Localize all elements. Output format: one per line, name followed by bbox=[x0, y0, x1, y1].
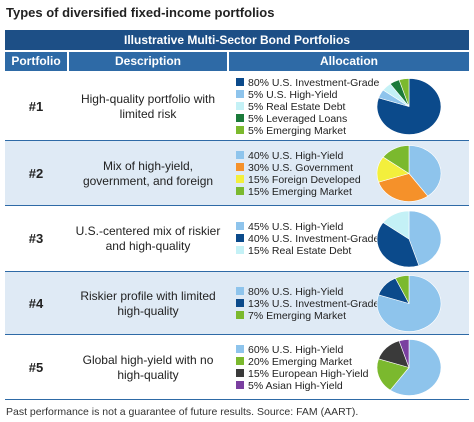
legend-swatch bbox=[236, 101, 244, 110]
legend-item: 15% Emerging Market bbox=[236, 186, 352, 198]
pie-slice bbox=[389, 339, 442, 396]
pie-slice bbox=[408, 210, 442, 266]
legend-swatch bbox=[236, 174, 244, 183]
legend-swatch bbox=[236, 162, 244, 171]
legend-swatch bbox=[236, 368, 244, 377]
pie-slice bbox=[408, 145, 442, 197]
legend-label: 13% U.S. Investment-Grade bbox=[248, 297, 380, 310]
legend-item: 15% Real Estate Debt bbox=[236, 245, 351, 257]
pie-slice bbox=[378, 173, 429, 202]
legend-swatch bbox=[236, 246, 244, 254]
legend-label: 5% Asian High-Yield bbox=[248, 379, 343, 392]
legend-swatch bbox=[236, 186, 244, 195]
legend-label: 40% U.S. High-Yield bbox=[248, 149, 344, 162]
legend-label: 5% U.S. High-Yield bbox=[248, 88, 338, 101]
legend-item: 40% U.S. Investment-Grade bbox=[236, 233, 379, 245]
legend-item: 40% U.S. High-Yield bbox=[236, 150, 343, 162]
legend-item: 15% Foreign Developed bbox=[236, 174, 361, 186]
legend-swatch bbox=[236, 356, 244, 365]
legend-label: 30% U.S. Government bbox=[248, 161, 354, 174]
legend-item: 5% Leveraged Loans bbox=[236, 113, 347, 125]
legend-item: 5% U.S. High-Yield bbox=[236, 89, 337, 101]
legend-item: 30% U.S. Government bbox=[236, 162, 353, 174]
pie-slice bbox=[398, 78, 410, 107]
legend-item: 7% Emerging Market bbox=[236, 310, 346, 322]
legend-swatch bbox=[236, 298, 244, 307]
pie-slice bbox=[376, 222, 420, 268]
legend-swatch bbox=[236, 89, 244, 98]
legend-label: 5% Leveraged Loans bbox=[248, 112, 348, 125]
column-header: Portfolio bbox=[5, 52, 67, 71]
legend-item: 80% U.S. High-Yield bbox=[236, 286, 343, 298]
legend-item: 60% U.S. High-Yield bbox=[236, 344, 343, 356]
legend-swatch bbox=[236, 222, 244, 230]
legend-swatch bbox=[236, 286, 244, 295]
legend-item: 5% Emerging Market bbox=[236, 125, 346, 137]
legend-swatch bbox=[236, 125, 244, 134]
pie-slice bbox=[376, 358, 410, 391]
portfolio-number: #1 bbox=[28, 98, 44, 114]
portfolio-number: #5 bbox=[28, 359, 44, 375]
legend-label: 60% U.S. High-Yield bbox=[248, 343, 344, 356]
legend-label: 7% Emerging Market bbox=[248, 309, 347, 322]
legend-item: 80% U.S. Investment-Grade bbox=[236, 77, 379, 89]
portfolio-number: #2 bbox=[28, 165, 44, 181]
legend-swatch bbox=[236, 234, 244, 242]
legend-swatch bbox=[236, 344, 244, 353]
pie-slice bbox=[398, 339, 410, 368]
column-header: Allocation bbox=[229, 52, 469, 71]
pie-slice bbox=[382, 145, 410, 175]
legend-swatch bbox=[236, 310, 244, 319]
legend-item: 15% European High-Yield bbox=[236, 368, 368, 380]
table-caption: Illustrative Multi-Sector Bond Portfolio… bbox=[5, 30, 469, 50]
legend-swatch bbox=[236, 113, 244, 122]
column-header: Description bbox=[69, 52, 227, 71]
legend-label: 15% Real Estate Debt bbox=[248, 245, 352, 257]
legend-swatch bbox=[236, 150, 244, 159]
portfolio-number: #3 bbox=[28, 231, 44, 246]
portfolio-description: High-quality portfolio with limited risk bbox=[80, 91, 216, 121]
legend-label: 5% Real Estate Debt bbox=[248, 100, 346, 113]
pie-slice bbox=[394, 275, 410, 304]
legend-item: 20% Emerging Market bbox=[236, 356, 352, 368]
legend-label: 40% U.S. Investment-Grade bbox=[248, 233, 380, 245]
legend-item: 13% U.S. Investment-Grade bbox=[236, 298, 379, 310]
footnote: Past performance is not a guarantee of f… bbox=[6, 406, 359, 418]
legend-item: 5% Real Estate Debt bbox=[236, 101, 345, 113]
portfolio-description: Riskier profile with limited high-qualit… bbox=[80, 288, 216, 318]
portfolio-description: U.S.-centered mix of riskier and high-qu… bbox=[75, 224, 221, 253]
legend-swatch bbox=[236, 380, 244, 389]
portfolio-number: #4 bbox=[28, 295, 44, 311]
legend-item: 45% U.S. High-Yield bbox=[236, 221, 343, 233]
legend-label: 15% Foreign Developed bbox=[248, 173, 361, 186]
legend-item: 5% Asian High-Yield bbox=[236, 380, 343, 392]
portfolio-description: Mix of high-yield, government, and forei… bbox=[82, 158, 214, 188]
legend-label: 15% European High-Yield bbox=[248, 367, 369, 380]
legend-label: 80% U.S. Investment-Grade bbox=[248, 76, 380, 89]
legend-label: 15% Emerging Market bbox=[248, 185, 352, 198]
legend-label: 5% Emerging Market bbox=[248, 124, 347, 137]
portfolio-description: Global high-yield with no high-quality bbox=[82, 352, 214, 382]
legend-label: 45% U.S. High-Yield bbox=[248, 221, 344, 233]
legend-swatch bbox=[236, 77, 244, 86]
pie-slice bbox=[382, 210, 410, 240]
legend-label: 20% Emerging Market bbox=[248, 355, 352, 368]
page-title: Types of diversified fixed-income portfo… bbox=[6, 5, 275, 20]
legend-label: 80% U.S. High-Yield bbox=[248, 285, 344, 298]
